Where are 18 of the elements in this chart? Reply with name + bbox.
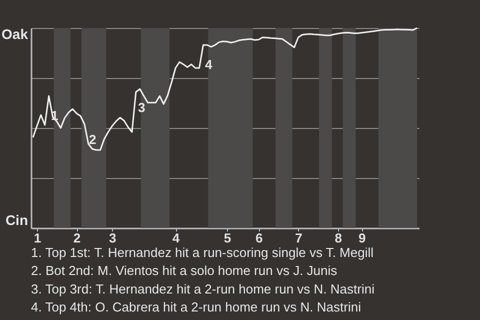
x-tick-label: 8 [334, 230, 342, 246]
annotation: 4 [205, 57, 213, 72]
x-tick-label: 4 [172, 230, 180, 246]
x-tick-label: 9 [358, 230, 366, 246]
x-tick-label: 6 [256, 230, 263, 246]
x-tick-label: 3 [109, 230, 116, 246]
x-tick-label: 1 [34, 230, 42, 246]
text: 2. Bot 2nd: M. Vientos hit a solo home run vs J. Junis [31, 263, 338, 278]
text: Cin [5, 212, 28, 228]
x-tick-label: 5 [224, 230, 232, 246]
x-tick-label: 7 [295, 230, 302, 246]
x-tick-label: 2 [73, 230, 81, 246]
text: Oak [2, 26, 28, 42]
text: 3. Top 3rd: T. Hernandez hit a 2-run home run vs N. Nastrini [31, 281, 375, 296]
annotation: 2 [89, 132, 96, 147]
annotation: 3 [138, 100, 146, 115]
text: 4. Top 4th: O. Cabrera hit a 2-run home run vs N. Nastrini [31, 300, 362, 315]
text: 1. Top 1st: T. Hernandez hit a run-scoring single vs T. Megill [31, 245, 374, 260]
